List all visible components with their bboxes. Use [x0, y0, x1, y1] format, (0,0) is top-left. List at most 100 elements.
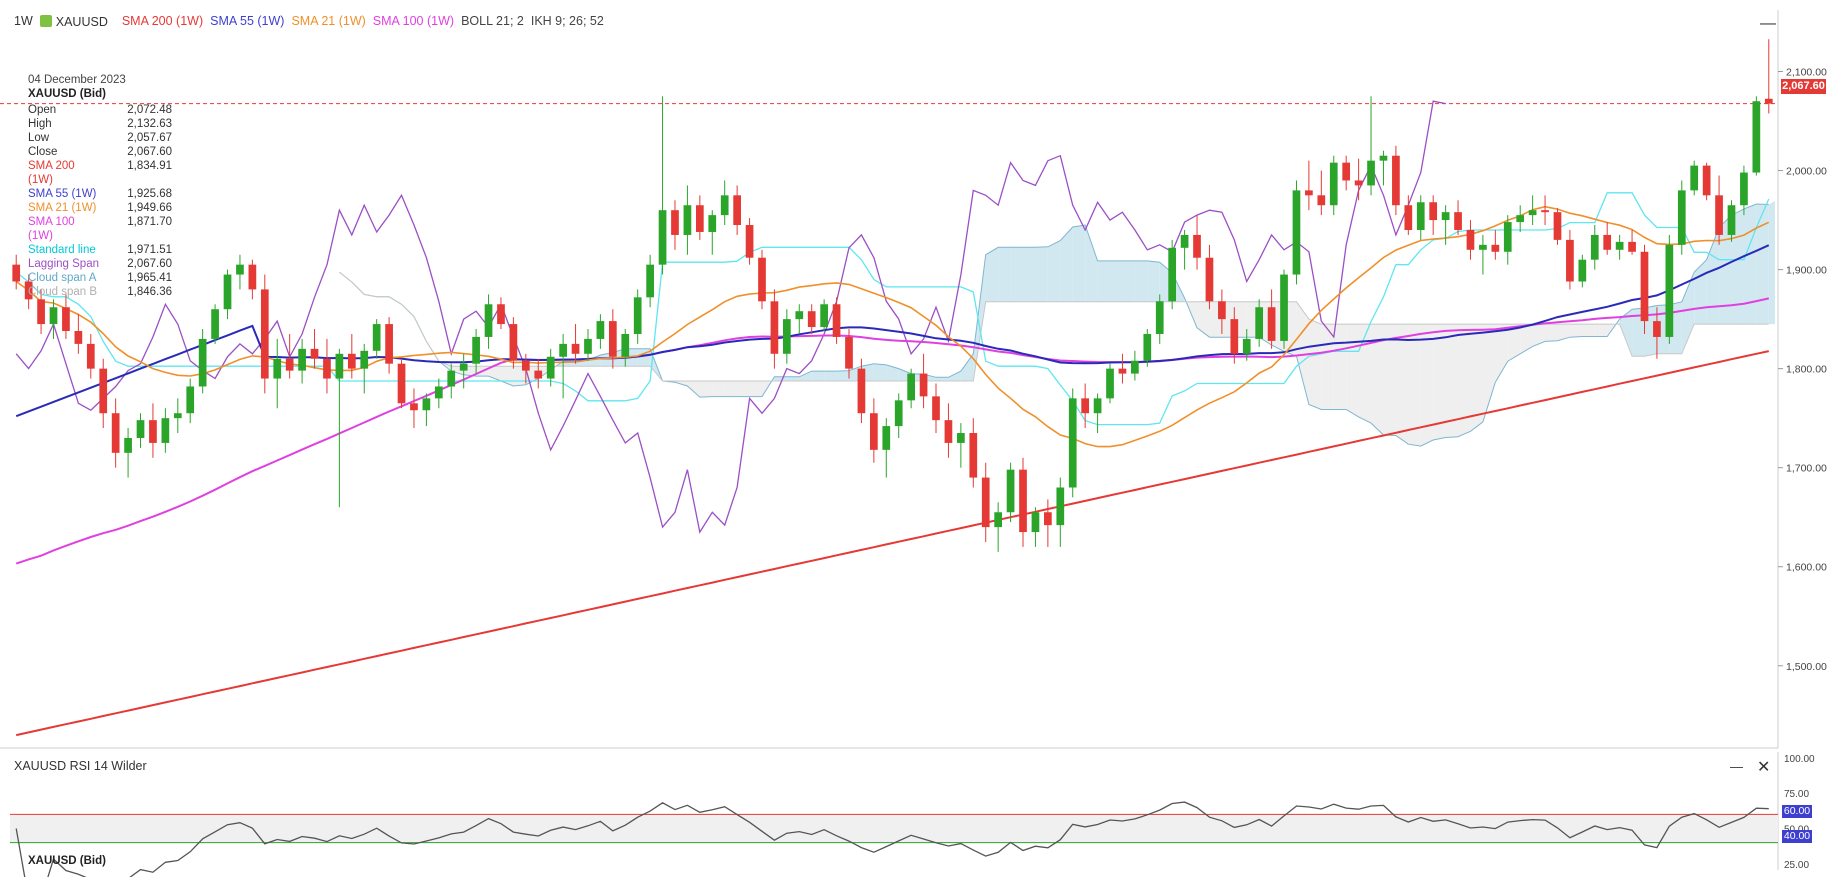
candle-body [608, 321, 617, 357]
info-row: SMA 21 (1W) 1,949.66 [28, 201, 172, 215]
candle-body [236, 264, 244, 275]
candle-body [1727, 205, 1736, 235]
candle [745, 218, 754, 265]
rsi-lower-tag: 40.00 [1782, 830, 1812, 843]
candle-body [1466, 229, 1475, 250]
cloud-segment [786, 376, 800, 382]
cloud-segment [1333, 324, 1347, 410]
candle-body [1416, 202, 1425, 230]
candle [857, 358, 866, 424]
candle-body [646, 264, 654, 298]
candle [708, 210, 717, 255]
symbol-label[interactable]: XAUUSD [55, 14, 108, 29]
cloud-segment [1047, 240, 1061, 302]
rsi-close-icon[interactable]: ✕ [1757, 759, 1771, 776]
candle [1367, 96, 1375, 196]
candle [1044, 499, 1052, 547]
candle-body [1255, 307, 1264, 339]
candle [372, 319, 381, 359]
candle [459, 353, 468, 389]
cloud-segment [1035, 246, 1048, 302]
candle-body [894, 400, 903, 427]
info-row: Cloud span A 1,965.41 [28, 271, 172, 285]
candle-body [422, 398, 431, 411]
cloud-segment [1321, 324, 1334, 410]
candle-body [1441, 212, 1450, 221]
cloud-segment [1619, 309, 1633, 357]
candle [260, 274, 269, 394]
candle [882, 418, 891, 478]
cloud-segment [1134, 260, 1148, 302]
candle [770, 289, 779, 369]
price-tick-label: 1,800.00 [1786, 364, 1827, 376]
candle [1740, 165, 1748, 216]
info-value: 1,965.41 [127, 272, 172, 284]
candle-body [1093, 398, 1102, 414]
indicator-label[interactable]: SMA 21 (1W) [291, 14, 366, 28]
candle [1653, 307, 1661, 359]
price-tick-label: 2,100.00 [1786, 67, 1827, 79]
candle-body [49, 307, 58, 325]
candle-body [671, 210, 679, 235]
cloud-segment [1383, 324, 1396, 436]
indicator-label[interactable]: SMA 200 (1W) [121, 14, 204, 28]
candle [894, 393, 903, 438]
candle-body [1665, 244, 1674, 337]
indicator-label[interactable]: BOLL 21; 2 [461, 14, 524, 28]
candle [621, 329, 630, 367]
candle [410, 388, 418, 429]
rsi-panel[interactable]: 100.00 75.00 50.00 25.00 [10, 752, 1815, 877]
cloud-segment [724, 381, 738, 397]
lagging-span-line [15, 100, 1446, 534]
candle-body [633, 297, 642, 334]
candle-body [1143, 333, 1152, 361]
cloud-segment [824, 371, 837, 382]
candle-body [1764, 98, 1773, 104]
candle [335, 348, 344, 508]
indicator-label[interactable]: SMA 100 (1W) [372, 14, 455, 28]
candle [1516, 205, 1525, 232]
cloud-segment [811, 371, 825, 382]
minimize-icon[interactable]: — [1760, 15, 1776, 32]
price-panel[interactable]: 1,500.00 1,600.00 1,700.00 1,800.00 1,900.00… [0, 10, 1827, 749]
candle-body [1317, 195, 1326, 206]
cloud-segment [774, 376, 787, 382]
candle [1068, 388, 1077, 498]
cloud-segment [1308, 319, 1322, 410]
candle [534, 358, 543, 389]
info-value: 1,846.36 [127, 286, 172, 298]
indicator-label[interactable]: IKH 9; 26; 52 [530, 14, 604, 28]
candle [608, 309, 617, 369]
info-instrument: XAUUSD (Bid) [28, 88, 106, 100]
info-value: 1,834.91 [127, 160, 172, 172]
candle [758, 249, 766, 310]
candle [1143, 329, 1152, 367]
candle [633, 289, 642, 344]
candle [1218, 289, 1226, 334]
rsi-minimize-icon[interactable]: — [1730, 759, 1743, 774]
candle [360, 343, 369, 394]
candle-body [62, 307, 70, 332]
candle [1479, 234, 1487, 275]
candle [173, 398, 182, 434]
candle-body [298, 348, 306, 371]
timeframe-label[interactable]: 1W [14, 14, 33, 28]
candle-body [1603, 234, 1612, 250]
candle [99, 358, 108, 429]
candle-body [447, 370, 456, 387]
info-value: 2,067.60 [127, 146, 172, 158]
candle [1677, 180, 1686, 255]
candle [161, 408, 170, 453]
last-price-tag: 2,067.60 [1781, 79, 1826, 94]
candle [1180, 229, 1189, 270]
candle-body [1155, 301, 1164, 334]
cloud-segment [1719, 215, 1732, 325]
chart-legend-bar: 1W XAUUSD SMA 200 (1W) SMA 55 (1W) SMA 21 … [14, 11, 618, 31]
candle [596, 314, 605, 349]
candle-body [1267, 307, 1276, 341]
candle [733, 185, 741, 235]
candle [211, 304, 219, 344]
indicator-label[interactable]: SMA 55 (1W) [210, 14, 285, 28]
candle [1193, 215, 1201, 270]
